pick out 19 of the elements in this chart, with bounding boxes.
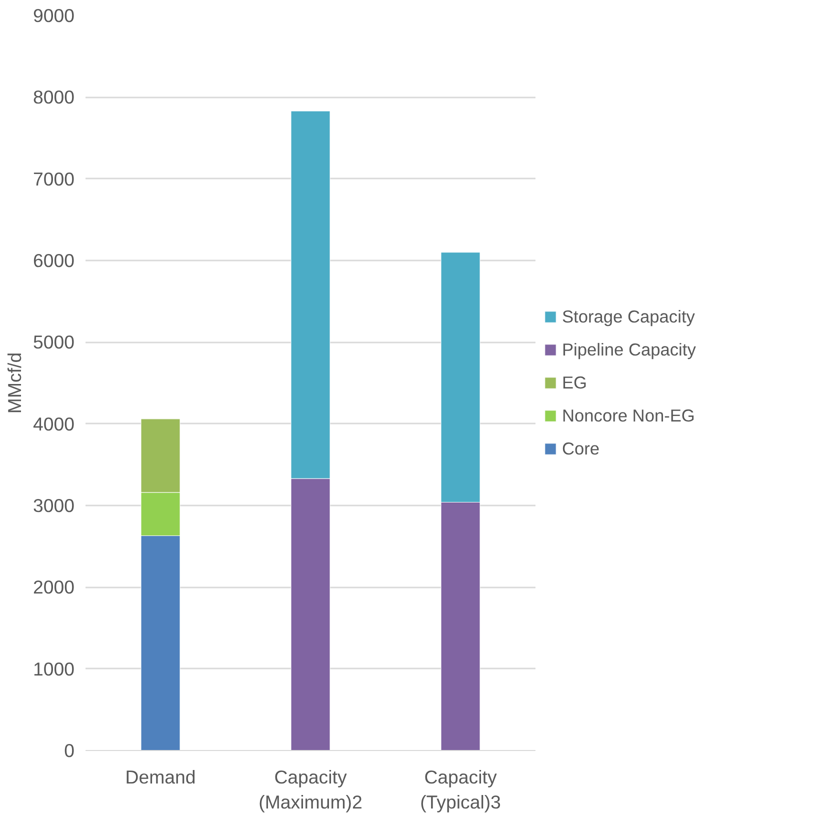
x-tick-label: Capacity (Typical)3 bbox=[420, 766, 501, 813]
legend-label: Pipeline Capacity bbox=[562, 339, 696, 360]
legend-label: EG bbox=[562, 372, 588, 393]
y-tick-label: 2000 bbox=[32, 576, 75, 598]
y-tick-label: 1000 bbox=[32, 658, 75, 680]
legend-label: Core bbox=[562, 438, 600, 459]
legend-label: Storage Capacity bbox=[562, 306, 695, 327]
y-tick-label: 8000 bbox=[32, 86, 75, 108]
y-tick-label: 6000 bbox=[32, 250, 75, 271]
y-tick-label: 5000 bbox=[32, 332, 75, 353]
legend-label: Noncore Non-EG bbox=[562, 405, 695, 426]
x-tick-label: Capacity (Maximum)2 bbox=[258, 766, 362, 813]
y-tick-label: 0 bbox=[64, 740, 75, 761]
x-tick-label: Demand bbox=[125, 766, 196, 788]
y-axis-title: MMcf/d bbox=[4, 352, 25, 414]
y-tick-label: 7000 bbox=[32, 168, 75, 190]
y-tick-label: 3000 bbox=[32, 495, 75, 516]
y-tick-label: 4000 bbox=[32, 413, 75, 434]
y-tick-label: 9000 bbox=[32, 5, 75, 26]
